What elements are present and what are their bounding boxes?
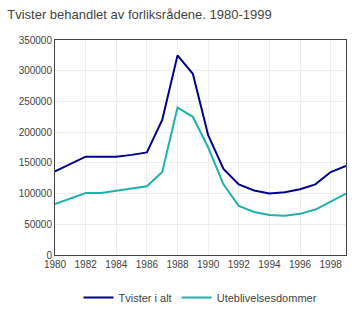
svg-text:250000: 250000 bbox=[19, 96, 53, 107]
svg-text:1982: 1982 bbox=[75, 259, 98, 270]
svg-text:Uteblivelsesdommer: Uteblivelsesdommer bbox=[217, 292, 317, 304]
svg-text:Tvister behandlet av forliksrå: Tvister behandlet av forliksrådene. 1980… bbox=[7, 7, 272, 22]
svg-text:1980: 1980 bbox=[44, 259, 67, 270]
svg-text:1994: 1994 bbox=[258, 259, 281, 270]
svg-text:1990: 1990 bbox=[197, 259, 220, 270]
svg-text:1988: 1988 bbox=[166, 259, 189, 270]
svg-text:200000: 200000 bbox=[19, 127, 53, 138]
svg-text:1984: 1984 bbox=[105, 259, 128, 270]
svg-text:0: 0 bbox=[46, 250, 52, 261]
svg-text:300000: 300000 bbox=[19, 65, 53, 76]
svg-text:350000: 350000 bbox=[19, 35, 53, 46]
svg-text:100000: 100000 bbox=[19, 188, 53, 199]
svg-text:1992: 1992 bbox=[228, 259, 251, 270]
svg-text:50000: 50000 bbox=[24, 219, 52, 230]
svg-text:Tvister i alt: Tvister i alt bbox=[119, 292, 172, 304]
svg-text:150000: 150000 bbox=[19, 157, 53, 168]
svg-text:1986: 1986 bbox=[136, 259, 159, 270]
svg-text:1996: 1996 bbox=[289, 259, 312, 270]
svg-text:1998: 1998 bbox=[320, 259, 343, 270]
